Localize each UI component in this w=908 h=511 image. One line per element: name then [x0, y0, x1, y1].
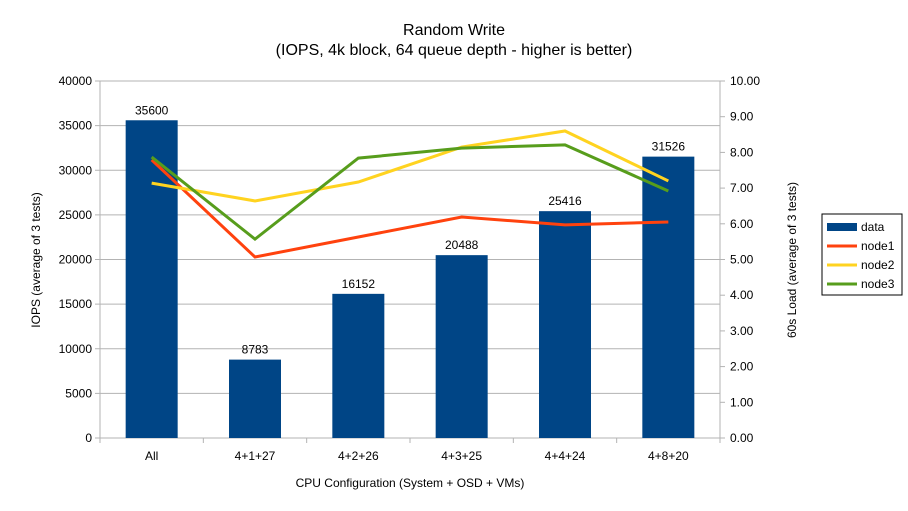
x-tick-label: 4+1+27 — [235, 449, 276, 463]
bar — [642, 156, 695, 439]
bar — [229, 359, 281, 438]
data-label: 31526 — [652, 140, 686, 154]
legend-swatch-data — [827, 223, 857, 231]
y-tick-label: 0 — [85, 431, 92, 445]
x-tick-label: 4+3+25 — [441, 449, 482, 463]
y2-tick-label: 6.00 — [730, 217, 754, 231]
bar — [539, 211, 591, 438]
legend: data node1 node2 node3 — [821, 213, 903, 296]
y2-tick-label: 2.00 — [730, 360, 754, 374]
chart-subtitle: (IOPS, 4k block, 64 queue depth - higher… — [276, 42, 633, 59]
y-tick-label: 15000 — [59, 297, 93, 311]
y-tick-label: 5000 — [65, 386, 92, 400]
y-tick-label: 30000 — [59, 163, 93, 177]
y-tick-label: 40000 — [59, 74, 93, 88]
legend-label-node3: node3 — [861, 277, 895, 291]
y2-axis-label: 60s Load (average of 3 tests) — [785, 182, 799, 338]
chart-title: Random Write — [403, 22, 505, 39]
bar — [435, 255, 488, 438]
x-tick-label: 4+2+26 — [338, 449, 379, 463]
legend-label-data: data — [861, 220, 885, 234]
y-tick-label: 10000 — [59, 342, 93, 356]
y2-tick-label: 8.00 — [730, 145, 754, 159]
y2-tick-label: 9.00 — [730, 110, 754, 124]
data-label: 16152 — [342, 277, 376, 291]
y2-tick-label: 5.00 — [730, 253, 754, 267]
legend-label-node1: node1 — [861, 239, 895, 253]
data-label: 8783 — [242, 343, 269, 357]
data-label: 35600 — [135, 103, 169, 117]
y2-tick-label: 4.00 — [730, 288, 754, 302]
data-label: 25416 — [548, 194, 582, 208]
y-tick-label: 20000 — [59, 253, 93, 267]
data-label: 20488 — [445, 238, 479, 252]
series-line-node2 — [151, 129, 669, 203]
y2-tick-label: 7.00 — [730, 181, 754, 195]
series-line-node3 — [150, 143, 669, 242]
y-axis-label: IOPS (average of 3 tests) — [29, 192, 43, 327]
y2-tick-label: 3.00 — [730, 324, 754, 338]
y-tick-label: 35000 — [59, 119, 93, 133]
x-tick-label: 4+8+20 — [648, 449, 689, 463]
series-line-node1 — [150, 158, 669, 259]
y-tick-label: 25000 — [59, 208, 93, 222]
x-axis-label: CPU Configuration (System + OSD + VMs) — [296, 476, 525, 490]
y2-tick-label: 1.00 — [730, 395, 754, 409]
bar — [125, 120, 178, 439]
x-tick-label: 4+4+24 — [545, 449, 586, 463]
bar — [332, 293, 385, 438]
x-tick-label: All — [145, 449, 158, 463]
legend-label-node2: node2 — [861, 258, 895, 272]
y2-tick-label: 10.00 — [730, 74, 760, 88]
y2-tick-label: 0.00 — [730, 431, 754, 445]
